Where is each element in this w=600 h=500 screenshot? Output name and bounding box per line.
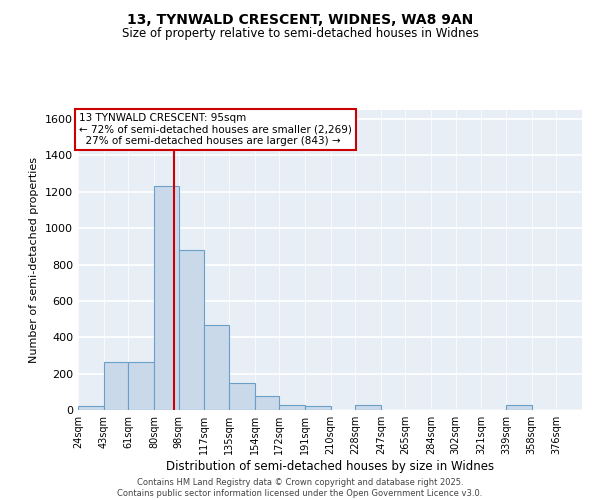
Bar xyxy=(279,404,305,410)
Bar xyxy=(104,362,128,410)
Bar xyxy=(229,382,254,410)
Text: Contains HM Land Registry data © Crown copyright and database right 2025.
Contai: Contains HM Land Registry data © Crown c… xyxy=(118,478,482,498)
Text: Size of property relative to semi-detached houses in Widnes: Size of property relative to semi-detach… xyxy=(122,28,478,40)
Bar xyxy=(154,186,179,410)
Bar xyxy=(78,406,104,410)
Bar xyxy=(355,406,381,410)
Bar xyxy=(205,324,229,410)
Text: 13, TYNWALD CRESCENT, WIDNES, WA8 9AN: 13, TYNWALD CRESCENT, WIDNES, WA8 9AN xyxy=(127,12,473,26)
Text: 13 TYNWALD CRESCENT: 95sqm
← 72% of semi-detached houses are smaller (2,269)
  2: 13 TYNWALD CRESCENT: 95sqm ← 72% of semi… xyxy=(79,113,352,146)
Bar xyxy=(254,396,279,410)
Bar xyxy=(305,406,331,410)
Y-axis label: Number of semi-detached properties: Number of semi-detached properties xyxy=(29,157,40,363)
Bar xyxy=(179,250,205,410)
Bar xyxy=(128,362,154,410)
Bar xyxy=(506,406,532,410)
X-axis label: Distribution of semi-detached houses by size in Widnes: Distribution of semi-detached houses by … xyxy=(166,460,494,473)
